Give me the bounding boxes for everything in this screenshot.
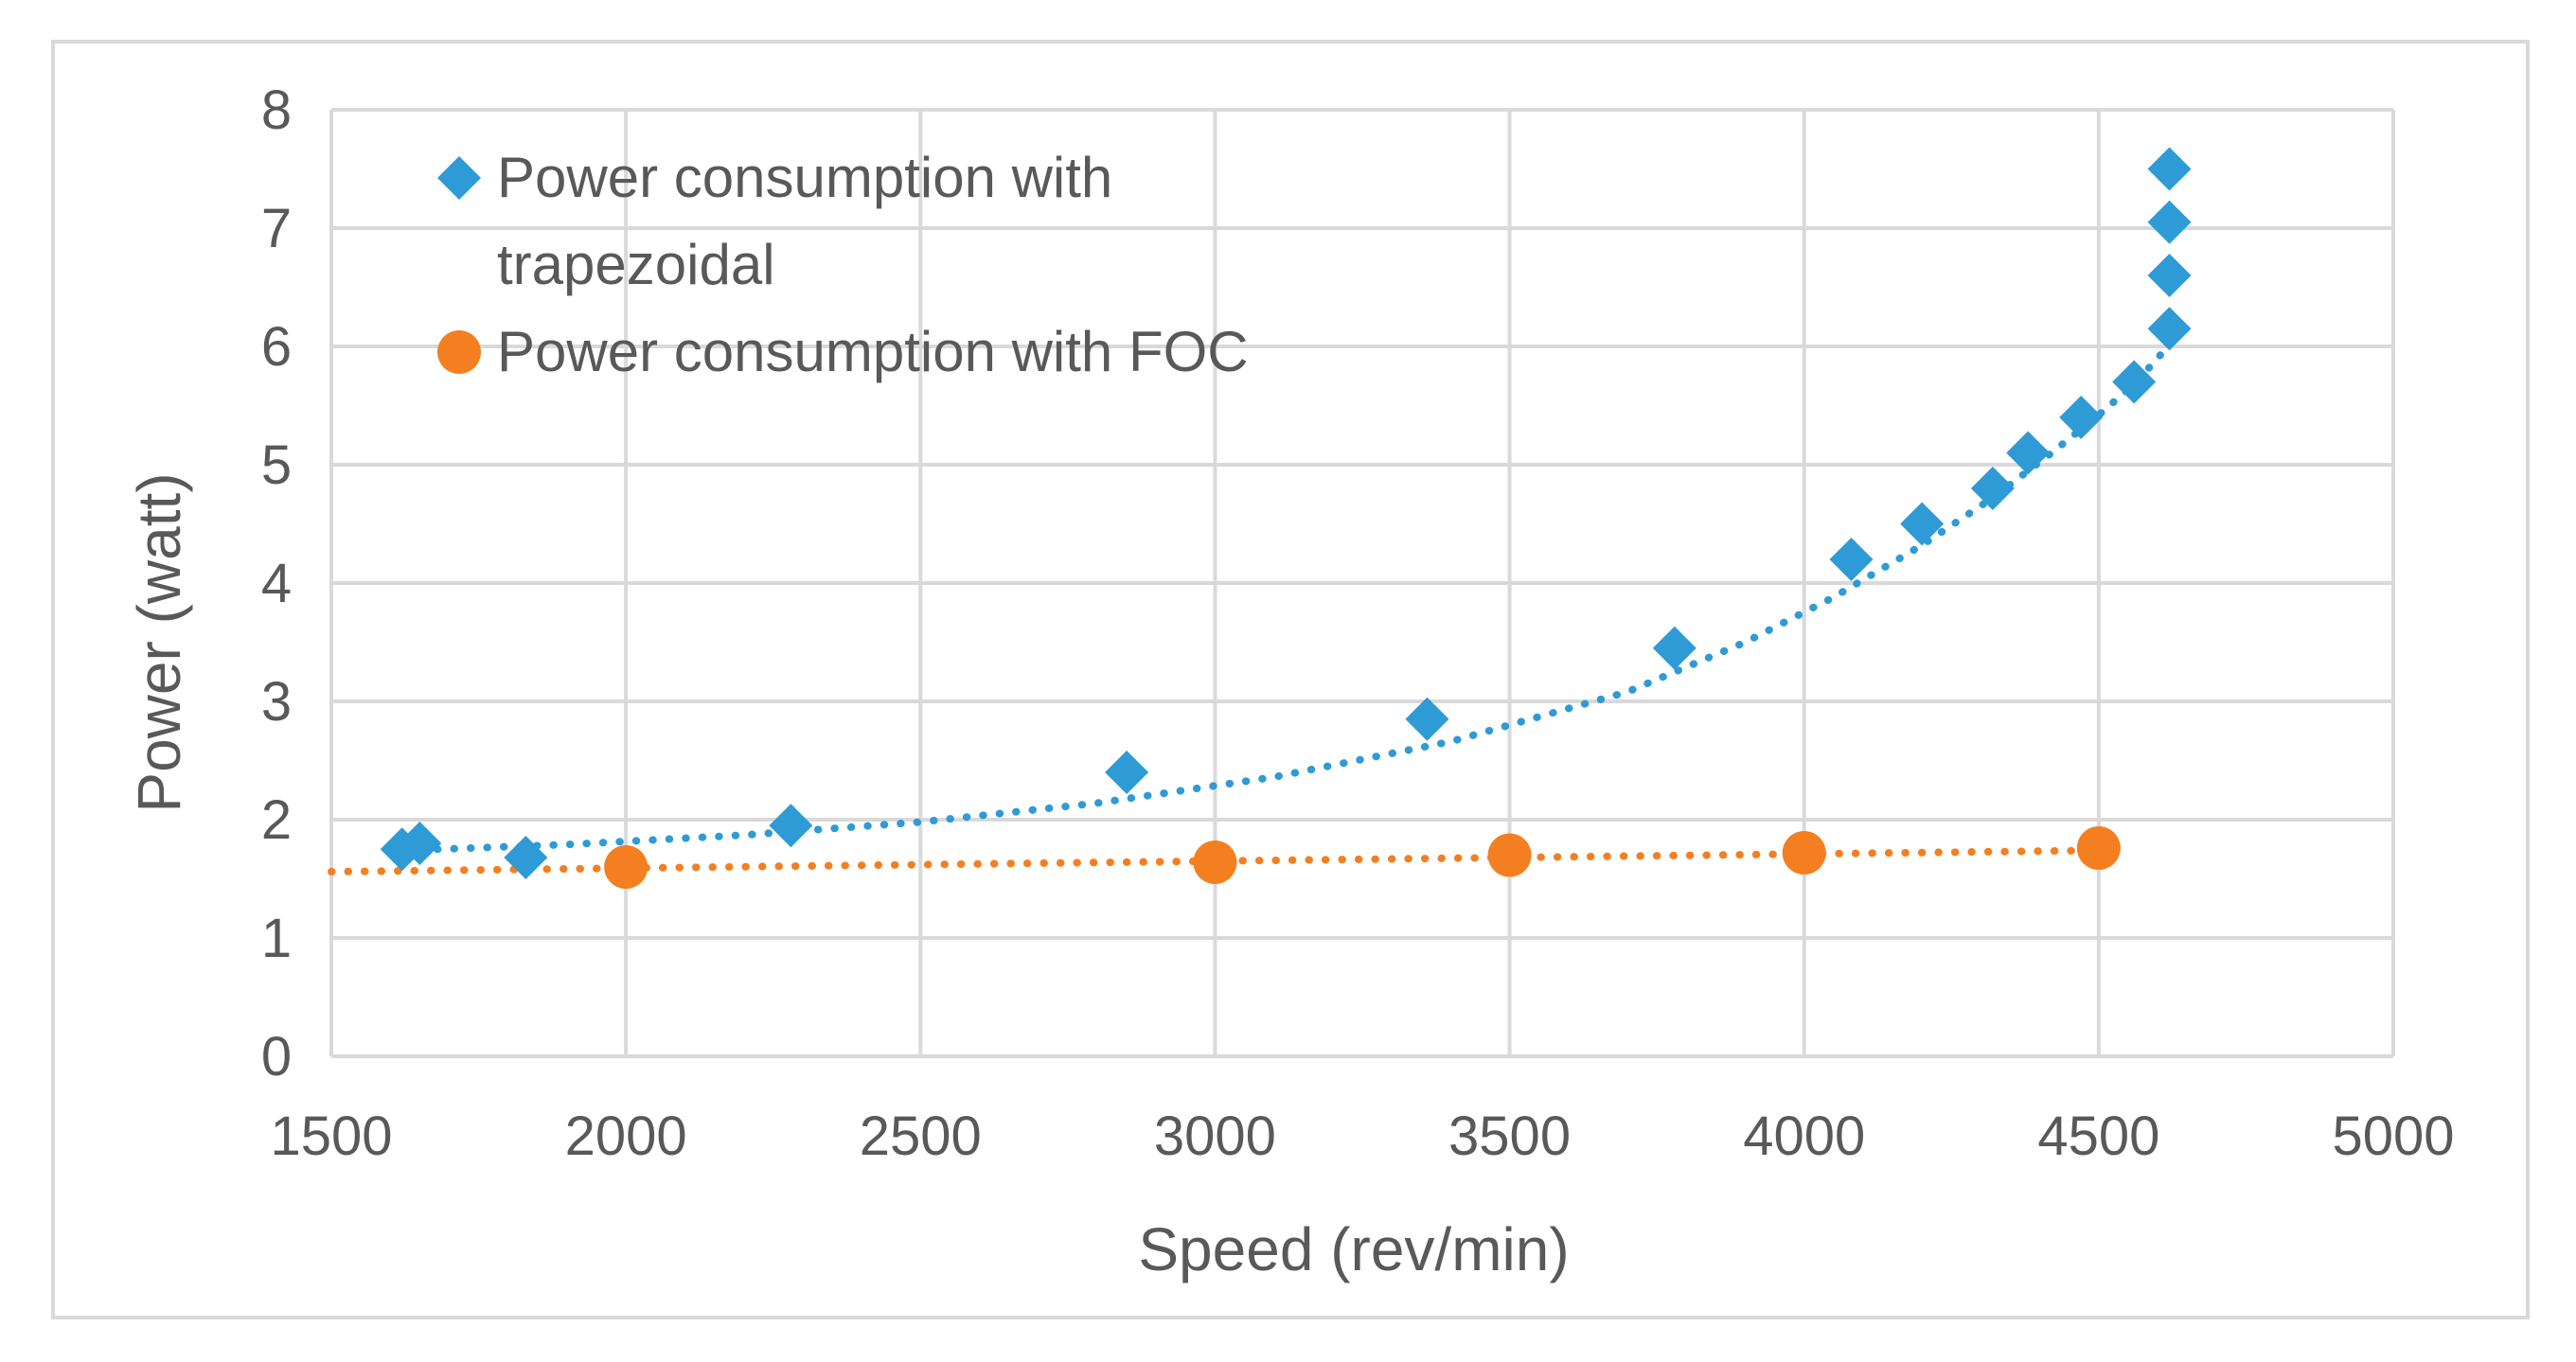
data-point-series-1 <box>398 822 442 865</box>
x-tick-label: 4000 <box>1743 1106 1865 1167</box>
chart-frame <box>51 40 2530 1319</box>
legend-label-series-1: Power consumption with <box>497 146 1112 209</box>
data-point-series-1 <box>769 804 813 848</box>
x-tick-label: 3000 <box>1154 1106 1276 1167</box>
x-tick-label: 3500 <box>1448 1106 1571 1167</box>
x-tick-label: 2500 <box>860 1106 982 1167</box>
legend-marker-series-2 <box>437 330 481 374</box>
data-point-series-1 <box>504 836 548 879</box>
data-point-series-1 <box>1970 467 2015 510</box>
legend-label-series-1: trapezoidal <box>497 233 775 296</box>
y-axis-title: Power (watt) <box>125 472 193 812</box>
data-point-series-1 <box>1405 697 1449 741</box>
grid-lines <box>329 108 2395 1058</box>
y-tick-label: 8 <box>261 80 292 141</box>
data-point-series-2 <box>1782 831 1826 875</box>
data-point-series-1 <box>2147 147 2192 191</box>
data-point-series-1 <box>1652 626 1697 670</box>
x-axis-title: Speed (rev/min) <box>1138 1215 1569 1283</box>
data-point-series-1 <box>1829 538 1874 581</box>
data-point-series-2 <box>604 845 648 889</box>
y-tick-label: 5 <box>261 434 292 496</box>
data-point-series-1 <box>2006 431 2051 475</box>
x-tick-label: 5000 <box>2332 1106 2454 1167</box>
y-tick-label: 0 <box>261 1026 292 1088</box>
data-markers <box>380 147 2192 889</box>
data-point-series-2 <box>1193 840 1237 884</box>
data-point-series-2 <box>2076 826 2121 870</box>
tick-labels: 0 1 2 3 4 5 6 7 8 1500 2000 2500 3000 3500 4000 4500 500… <box>261 80 2455 1167</box>
data-point-series-1 <box>2147 307 2192 351</box>
trendlines <box>328 336 2176 876</box>
data-point-series-2 <box>1487 833 1532 877</box>
y-tick-label: 3 <box>261 671 292 733</box>
data-point-series-1 <box>1105 751 1149 794</box>
y-tick-label: 1 <box>261 908 292 969</box>
data-point-series-1 <box>2112 360 2157 404</box>
legend-label-series-2: Power consumption with FOC <box>497 320 1249 383</box>
trendline-series-1 <box>434 336 2176 854</box>
data-point-series-1 <box>1900 502 1945 546</box>
data-point-series-1 <box>2147 200 2192 244</box>
data-point-series-1 <box>2059 396 2104 439</box>
x-tick-label: 4500 <box>2037 1106 2159 1167</box>
legend-marker-series-1 <box>437 156 481 200</box>
y-tick-label: 7 <box>261 198 292 259</box>
y-tick-label: 2 <box>261 789 292 851</box>
y-tick-label: 4 <box>261 553 292 614</box>
x-tick-label: 2000 <box>565 1106 687 1167</box>
y-tick-label: 6 <box>261 316 292 378</box>
legend: Power consumption with trapezoidal Power c… <box>437 146 1249 383</box>
data-point-series-1 <box>2147 254 2192 297</box>
x-tick-label: 1500 <box>270 1106 392 1167</box>
